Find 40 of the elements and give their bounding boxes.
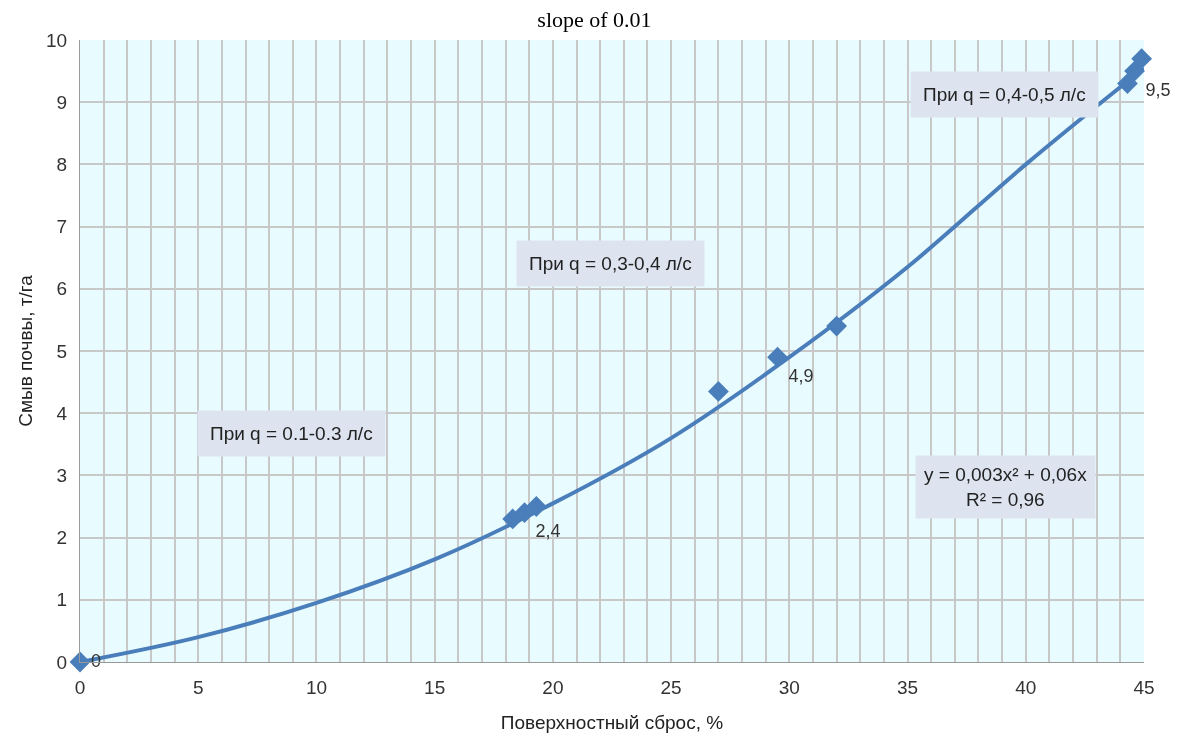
- y-tick-label: 6: [56, 278, 68, 300]
- y-tick-label: 3: [56, 465, 68, 487]
- y-tick-label: 9: [56, 91, 68, 113]
- x-tick-label: 30: [778, 676, 800, 698]
- point: [826, 315, 848, 337]
- data-label: 0: [91, 650, 102, 671]
- y-tick-label: 0: [56, 651, 68, 673]
- x-tick-label: 35: [896, 676, 919, 698]
- y-tick-label: 1: [56, 589, 68, 611]
- point: [1131, 48, 1153, 70]
- point: [1124, 60, 1145, 82]
- x-tick-label: 25: [660, 676, 682, 698]
- x-tick-label: 40: [1015, 676, 1037, 698]
- point: [525, 496, 547, 517]
- point: [1117, 73, 1138, 94]
- annotation: При q = 0.1-0.3 л/с: [210, 423, 373, 444]
- y-tick-label: 4: [56, 402, 68, 424]
- x-tick-label: 0: [74, 676, 86, 698]
- point: [708, 381, 729, 402]
- x-tick-label: 5: [192, 676, 204, 698]
- x-axis-title: Поверхностный сброс, %: [500, 712, 724, 733]
- data-label: 9,5: [1145, 79, 1171, 100]
- y-tick-label: 7: [56, 216, 68, 238]
- annotation: y = 0,003x² + 0,06x R² = 0,96: [924, 464, 1088, 510]
- x-tick-label: 20: [542, 676, 564, 698]
- x-tick-label: 15: [424, 676, 446, 698]
- x-tick-label: 45: [1133, 676, 1155, 698]
- y-tick-label: 5: [56, 340, 68, 362]
- point: [767, 346, 788, 368]
- y-tick-label: 2: [56, 527, 68, 549]
- point: [69, 651, 91, 673]
- data-label: 4,9: [788, 365, 814, 386]
- y-tick-label: 8: [56, 154, 68, 176]
- y-axis-title: Смыв почвы, т/га: [15, 274, 36, 427]
- annotation: При q = 0,4-0,5 л/с: [923, 84, 1086, 105]
- data-label: 2,4: [535, 521, 561, 542]
- x-tick-label: 10: [305, 676, 328, 698]
- annotation: При q = 0,3-0,4 л/с: [529, 253, 692, 274]
- chart-title: slope of 0.01: [537, 6, 652, 32]
- y-tick-label: 10: [46, 29, 68, 51]
